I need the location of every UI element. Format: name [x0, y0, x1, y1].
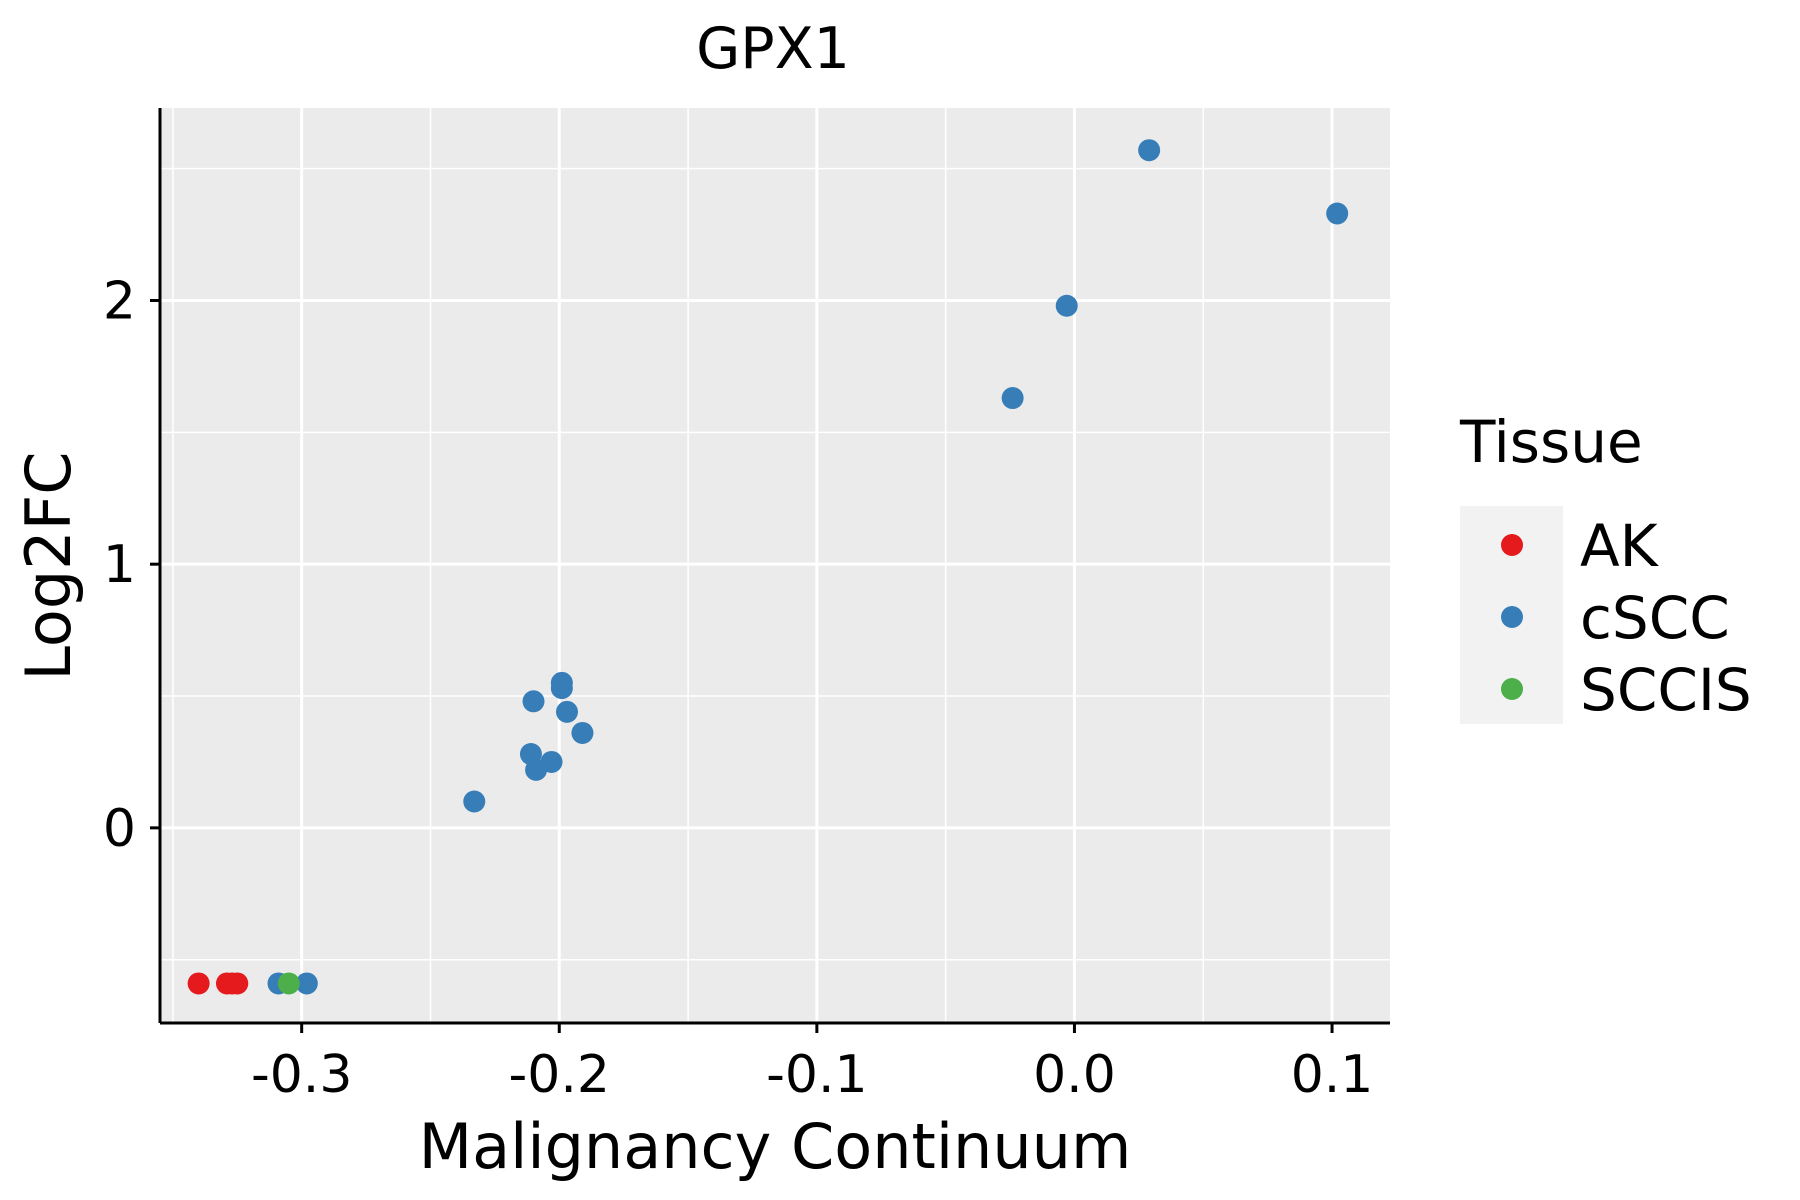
- y-tick-label: 2: [103, 271, 136, 331]
- data-point-cscc: [463, 790, 486, 813]
- legend-label-ak: AK: [1580, 512, 1660, 580]
- data-point-cscc: [1001, 387, 1024, 410]
- data-point-cscc: [522, 690, 545, 713]
- legend-label-cscc: cSCC: [1580, 584, 1730, 652]
- y-tick-label: 0: [103, 799, 136, 859]
- data-point-cscc: [571, 721, 594, 744]
- data-points: [187, 139, 1349, 995]
- legend-title: Tissue: [1459, 408, 1643, 476]
- legend-key-ak: [1501, 534, 1523, 556]
- data-point-cscc: [550, 677, 573, 700]
- legend-key-sccis: [1501, 678, 1523, 700]
- chart-title: GPX1: [696, 16, 850, 82]
- x-tick-label: -0.2: [509, 1045, 610, 1105]
- data-point-cscc: [295, 972, 318, 995]
- data-point-ak: [187, 972, 210, 995]
- data-point-cscc: [540, 750, 563, 773]
- x-axis-ticks: -0.3 -0.2 -0.1 0.0 0.1: [251, 1023, 1373, 1105]
- legend-label-sccis: SCCIS: [1580, 656, 1752, 724]
- data-point-cscc: [1055, 294, 1078, 317]
- legend-key-cscc: [1501, 606, 1523, 628]
- x-tick-label: 0.1: [1291, 1045, 1374, 1105]
- y-axis-title: Log2FC: [12, 451, 85, 680]
- data-point-cscc: [555, 700, 578, 723]
- y-tick-label: 1: [103, 535, 136, 595]
- x-axis-title: Malignancy Continuum: [419, 1110, 1132, 1183]
- data-point-ak: [226, 972, 249, 995]
- x-tick-label: 0.0: [1033, 1045, 1116, 1105]
- y-axis-ticks: 0 1 2: [103, 271, 160, 859]
- x-tick-label: -0.1: [766, 1045, 867, 1105]
- data-point-cscc: [1138, 139, 1161, 162]
- data-point-cscc: [1326, 202, 1349, 225]
- data-point-sccis: [277, 972, 300, 995]
- x-tick-label: -0.3: [251, 1045, 352, 1105]
- grid-major: [160, 108, 1390, 1023]
